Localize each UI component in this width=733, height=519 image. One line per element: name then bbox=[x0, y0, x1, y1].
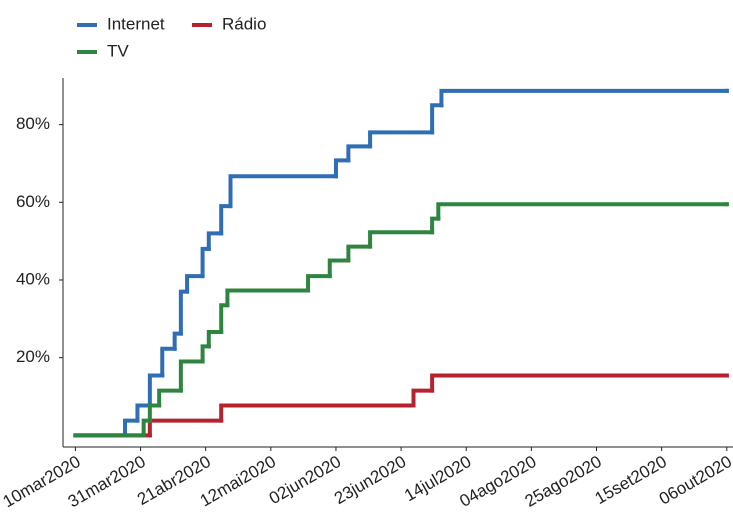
step-segment bbox=[219, 204, 233, 236]
step-segment bbox=[178, 289, 190, 336]
x-tick-label: 23jun2020 bbox=[331, 452, 409, 508]
y-tick-label: 20% bbox=[16, 347, 50, 366]
step-segment bbox=[178, 359, 205, 393]
step-segment bbox=[200, 344, 211, 364]
step-segment bbox=[430, 373, 729, 393]
y-tick-label: 60% bbox=[16, 192, 50, 211]
step-segment bbox=[219, 403, 416, 423]
x-tick-label: 15set2020 bbox=[592, 452, 670, 508]
step-segment bbox=[160, 346, 177, 378]
step-segment bbox=[123, 418, 140, 438]
step-segment bbox=[228, 174, 338, 209]
step-segment bbox=[147, 373, 165, 408]
step-segment bbox=[430, 216, 441, 235]
step-segment bbox=[206, 330, 224, 349]
x-tick-label: 06out2020 bbox=[656, 452, 733, 509]
step-segment bbox=[135, 403, 152, 423]
step-segment bbox=[368, 230, 435, 249]
legend-label: Internet bbox=[107, 14, 165, 33]
y-tick-label: 40% bbox=[16, 269, 50, 288]
step-segment bbox=[368, 130, 435, 149]
step-segment bbox=[157, 388, 183, 408]
step-segment bbox=[147, 418, 224, 438]
step-segment bbox=[333, 158, 351, 179]
step-segment bbox=[206, 231, 224, 251]
x-tick-label: 02jun2020 bbox=[266, 452, 344, 508]
step-segment bbox=[411, 388, 435, 408]
step-segment bbox=[200, 246, 211, 279]
step-segment bbox=[225, 288, 311, 308]
step-segment bbox=[436, 202, 729, 221]
step-segment bbox=[346, 244, 373, 263]
step-segment bbox=[346, 144, 373, 163]
step-segment bbox=[439, 88, 729, 108]
step-segment bbox=[327, 258, 351, 279]
legend-label: Rádio bbox=[222, 14, 266, 33]
step-segment bbox=[219, 303, 230, 335]
y-tick-label: 80% bbox=[16, 114, 50, 133]
legend-label: TV bbox=[107, 41, 129, 60]
step-segment bbox=[185, 274, 205, 294]
step-segment bbox=[306, 274, 332, 293]
step-segment bbox=[147, 403, 162, 423]
step-segment bbox=[430, 103, 444, 135]
step-segment bbox=[141, 418, 152, 438]
step-segment bbox=[172, 331, 183, 351]
